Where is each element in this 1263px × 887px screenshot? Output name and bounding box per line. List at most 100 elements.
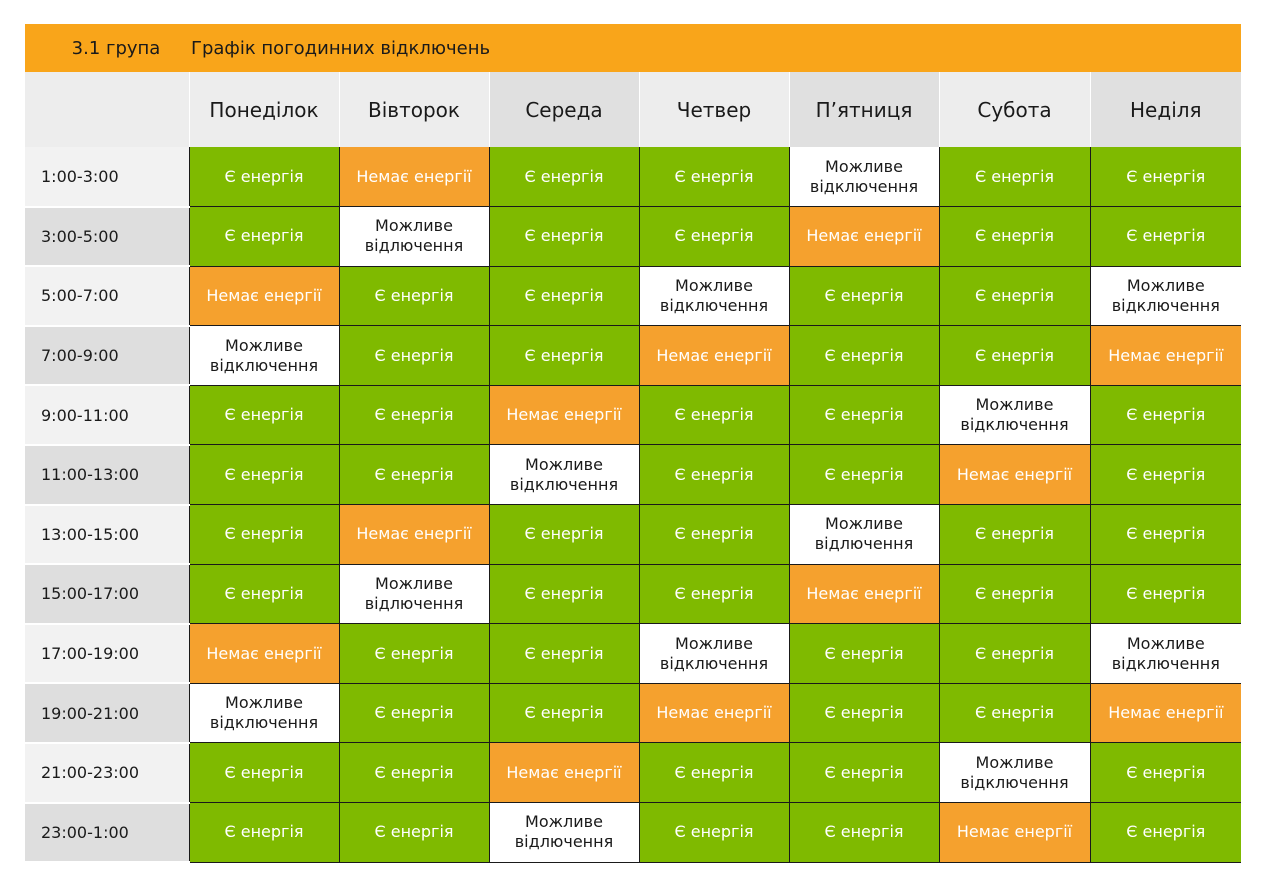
status-cell-on: Є енергія — [1089, 742, 1242, 804]
status-cell-on: Є енергія — [1089, 147, 1242, 208]
status-cell-on: Є енергія — [1089, 504, 1242, 565]
status-label: Немає енергії — [956, 464, 1073, 484]
status-cell-on: Є енергія — [488, 206, 639, 267]
status-cell-on: Є енергія — [488, 683, 639, 744]
status-label: Є енергія — [1126, 166, 1206, 186]
status-cell-on: Є енергія — [188, 206, 339, 267]
status-cell-on: Є енергія — [788, 266, 939, 327]
schedule-body: 1:00-3:00 Є енергія Немає енергії Є енергія… — [25, 147, 1242, 864]
schedule-row: 7:00-9:00 Можливе відключення Є енергія Є е… — [25, 325, 1242, 387]
status-label: Є енергія — [674, 166, 754, 186]
status-cell-on: Є енергія — [488, 266, 639, 327]
title-bar: 3.1 група Графік погодинних відключень — [25, 24, 1242, 72]
status-label: Є енергія — [224, 524, 304, 544]
status-cell-on: Є енергія — [338, 325, 489, 386]
day-header-sun: Неділя — [1089, 72, 1242, 147]
status-label: Є енергія — [224, 583, 304, 603]
status-cell-on: Є енергія — [338, 623, 489, 684]
status-label: Є енергія — [224, 166, 304, 186]
time-slot-label: 11:00-13:00 — [25, 444, 189, 506]
status-label: Можливе відлючення — [514, 812, 614, 852]
status-label: Є енергія — [824, 345, 904, 365]
day-header-thu: Четвер — [638, 72, 789, 147]
status-cell-on: Є енергія — [938, 504, 1090, 565]
status-cell-on: Є енергія — [788, 325, 939, 386]
status-label: Є енергія — [674, 524, 754, 544]
status-label: Є енергія — [974, 226, 1055, 246]
status-cell-off: Немає енергії — [788, 206, 939, 267]
status-cell-on: Є енергія — [788, 385, 939, 446]
day-header-fri: П’ятниця — [788, 72, 939, 147]
status-label: Є енергія — [824, 643, 904, 663]
status-label: Є енергія — [674, 226, 754, 246]
status-label: Є енергія — [974, 643, 1055, 663]
status-cell-maybe: Можливе відключення — [638, 623, 789, 684]
status-cell-off: Немає енергії — [638, 683, 789, 744]
status-cell-on: Є енергія — [938, 206, 1090, 267]
status-label: Є енергія — [224, 822, 304, 842]
status-label: Є енергія — [1126, 583, 1206, 603]
time-slot-label: 9:00-11:00 — [25, 385, 189, 446]
status-label: Є енергія — [1126, 226, 1206, 246]
schedule-row: 3:00-5:00 Є енергія Можливе відлючення Є ен… — [25, 206, 1242, 268]
schedule-row: 15:00-17:00 Є енергія Можливе відлючення Є … — [25, 564, 1242, 625]
status-cell-off: Немає енергії — [188, 266, 339, 327]
status-label: Є енергія — [1126, 524, 1206, 544]
status-label: Можливе відключення — [509, 454, 619, 494]
status-cell-on: Є енергія — [488, 147, 639, 208]
day-header-mon: Понеділок — [188, 72, 339, 147]
time-slot-label: 19:00-21:00 — [25, 683, 189, 744]
status-cell-maybe: Можливе відключення — [638, 266, 789, 327]
status-cell-on: Є енергія — [338, 802, 489, 863]
status-cell-off: Немає енергії — [338, 147, 489, 208]
status-label: Можливе відключення — [659, 275, 769, 315]
status-cell-on: Є енергія — [188, 385, 339, 446]
status-label: Немає енергії — [656, 345, 772, 365]
status-label: Є енергія — [674, 822, 754, 842]
time-slot-label: 13:00-15:00 — [25, 504, 189, 566]
status-cell-maybe: Можливе відключення — [188, 683, 339, 744]
status-label: Є енергія — [524, 345, 604, 365]
status-label: Є енергія — [524, 166, 604, 186]
status-cell-maybe: Можливе відключення — [188, 325, 339, 386]
status-cell-on: Є енергія — [338, 385, 489, 446]
status-cell-on: Є енергія — [488, 325, 639, 386]
time-slot-label: 7:00-9:00 — [25, 325, 189, 387]
day-header-sat: Субота — [938, 72, 1090, 147]
status-cell-maybe: Можливе відключення — [1089, 266, 1242, 327]
status-label: Немає енергії — [356, 166, 472, 186]
status-cell-on: Є енергія — [788, 444, 939, 506]
status-cell-on: Є енергія — [188, 742, 339, 804]
status-label: Є енергія — [824, 703, 904, 723]
day-header-wed: Середа — [488, 72, 639, 147]
schedule-row: 9:00-11:00 Є енергія Є енергія Немає енергі… — [25, 385, 1242, 446]
status-label: Є енергія — [374, 285, 454, 305]
status-label: Можливе відключення — [209, 335, 319, 375]
schedule-row: 17:00-19:00 Немає енергії Є енергія Є енерг… — [25, 623, 1242, 685]
status-cell-on: Є енергія — [188, 504, 339, 565]
schedule-title: Графік погодинних відключень — [191, 37, 491, 59]
days-header-row: Понеділок Вівторок Середа Четвер П’ятниц… — [25, 72, 1242, 147]
status-cell-off: Немає енергії — [1089, 325, 1242, 386]
status-label: Немає енергії — [506, 762, 622, 782]
time-slot-label: 23:00-1:00 — [25, 802, 189, 864]
status-cell-on: Є енергія — [788, 683, 939, 744]
status-label: Є енергія — [1126, 464, 1206, 484]
status-label: Є енергія — [824, 822, 904, 842]
status-cell-on: Є енергія — [338, 683, 489, 744]
status-cell-on: Є енергія — [188, 147, 339, 208]
status-label: Немає енергії — [806, 583, 922, 603]
status-label: Є енергія — [674, 583, 754, 603]
status-label: Немає енергії — [1108, 703, 1224, 723]
status-label: Є енергія — [674, 405, 754, 425]
outage-schedule-table: 3.1 група Графік погодинних відключень П… — [25, 24, 1242, 864]
status-cell-on: Є енергія — [938, 564, 1090, 625]
status-label: Є енергія — [1126, 762, 1206, 782]
status-label: Є енергія — [824, 285, 904, 305]
status-cell-on: Є енергія — [638, 444, 789, 506]
time-slot-label: 1:00-3:00 — [25, 147, 189, 208]
status-cell-on: Є енергія — [188, 802, 339, 863]
status-label: Є енергія — [374, 822, 454, 842]
status-cell-off: Немає енергії — [638, 325, 789, 386]
status-label: Немає енергії — [956, 822, 1073, 842]
